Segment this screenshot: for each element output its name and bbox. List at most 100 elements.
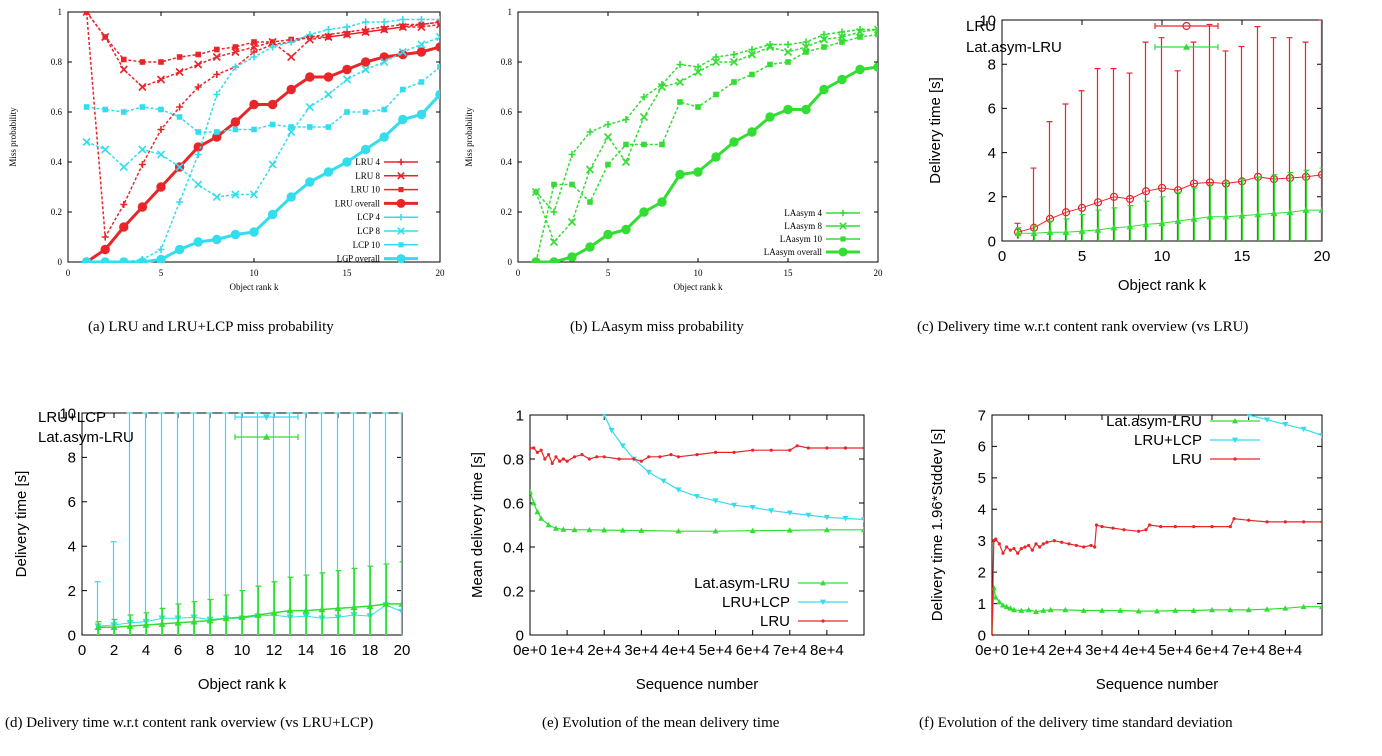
data-point: [641, 141, 647, 148]
data-point: [838, 28, 846, 36]
data-point: [137, 257, 148, 263]
legend-errcap: [234, 414, 299, 420]
data-point: [222, 614, 230, 622]
data-point: [212, 52, 221, 62]
x-tick-label: 1e+4: [550, 642, 584, 659]
data-point: [712, 498, 719, 504]
data-point: [1192, 524, 1196, 529]
series-line: [536, 65, 878, 263]
legend-marker: [839, 222, 847, 230]
x-tick-label: 5: [606, 268, 611, 278]
y-tick-label: 4: [988, 145, 996, 162]
error-bar: [175, 603, 182, 635]
x-axis-label: Object rank k: [198, 676, 287, 693]
x-tick-label: 3e+4: [624, 642, 658, 659]
data-point: [638, 527, 645, 533]
caption-c: (c) Delivery time w.r.t content rank ove…: [917, 319, 1249, 335]
data-point: [837, 74, 847, 85]
y-tick-label: 0.8: [501, 57, 513, 67]
data-point: [1317, 170, 1322, 179]
data-point: [195, 129, 201, 135]
legend-marker: [1232, 418, 1238, 424]
data-point: [94, 623, 102, 631]
data-point: [250, 53, 258, 61]
data-point: [1077, 203, 1087, 212]
legend-marker: [821, 619, 825, 623]
data-point: [110, 623, 118, 631]
data-point: [418, 21, 425, 28]
data-point: [302, 607, 310, 614]
data-point: [783, 47, 793, 57]
y-tick-label: 0.2: [501, 207, 512, 217]
error-bar: [206, 412, 213, 635]
data-point: [269, 121, 276, 128]
legend-a: LRU 4 LRU 8 LRU 10 LRU overall LCP 4 LCP 8 LCP…: [335, 157, 418, 264]
series-line: [98, 603, 402, 628]
data-point: [139, 59, 146, 65]
data-point: [601, 527, 608, 533]
x-tick-label: 7e+4: [773, 642, 807, 659]
x-tick-label: 0e+0: [513, 642, 547, 659]
data-point: [531, 187, 541, 197]
plot-area-b: [531, 25, 878, 263]
error-bar: [1207, 182, 1214, 241]
data-point: [805, 512, 812, 519]
x-tick-label: 5e+4: [1158, 642, 1192, 659]
x-tick-label: 0: [66, 268, 71, 278]
plot-frame-e: [529, 414, 865, 636]
series-laasym-4: [532, 26, 878, 216]
data-point: [270, 609, 278, 616]
data-point: [639, 112, 649, 122]
data-point: [554, 455, 558, 459]
error-bar: [350, 412, 357, 635]
data-point: [1283, 520, 1287, 524]
data-point: [608, 428, 615, 434]
legend-label: Lat.asym-LRU: [38, 429, 134, 446]
data-point: [639, 459, 643, 463]
data-point: [694, 63, 702, 71]
data-point: [435, 42, 440, 52]
error-bar: [238, 412, 245, 635]
y-tick-label: 0.8: [503, 451, 524, 468]
caption-f: (f) Evolution of the delivery time stand…: [919, 715, 1233, 731]
legend-label: LAasym 10: [780, 234, 823, 244]
error-bar: [1127, 205, 1134, 241]
x-tick-label: 6e+4: [1195, 642, 1229, 659]
legend-label: LCP 4: [357, 212, 380, 222]
data-point: [586, 128, 594, 136]
legend-marker: [397, 227, 405, 235]
data-point: [1126, 223, 1134, 230]
series-line: [85, 11, 440, 88]
data-point: [286, 192, 296, 202]
y-tick-label: 0: [978, 627, 986, 644]
data-point: [550, 461, 554, 465]
y-tick-label: 2: [68, 583, 76, 600]
data-point: [342, 64, 352, 75]
data-point: [731, 502, 738, 509]
data-point: [1209, 606, 1215, 613]
x-tick-label: 5: [159, 268, 164, 278]
data-point: [305, 102, 314, 112]
data-point: [126, 622, 134, 629]
data-point: [558, 459, 562, 463]
data-point: [676, 455, 681, 459]
series-lru-overall: [81, 42, 440, 263]
data-point: [380, 57, 389, 67]
series-line: [86, 36, 440, 198]
data-point: [788, 448, 792, 452]
data-point: [1078, 227, 1086, 234]
data-point: [747, 50, 757, 59]
x-tick-label: 20: [394, 642, 411, 659]
data-point: [1174, 217, 1182, 224]
data-point: [1254, 210, 1262, 218]
data-point: [530, 500, 537, 506]
data-point: [842, 516, 849, 522]
data-point: [139, 104, 146, 110]
data-point: [1109, 192, 1119, 201]
data-point: [1158, 219, 1166, 227]
legend-label: Lat.asym-LRU: [966, 39, 1062, 56]
data-point: [658, 455, 662, 459]
data-point: [747, 127, 757, 137]
data-point: [729, 57, 739, 67]
data-point: [343, 23, 351, 31]
